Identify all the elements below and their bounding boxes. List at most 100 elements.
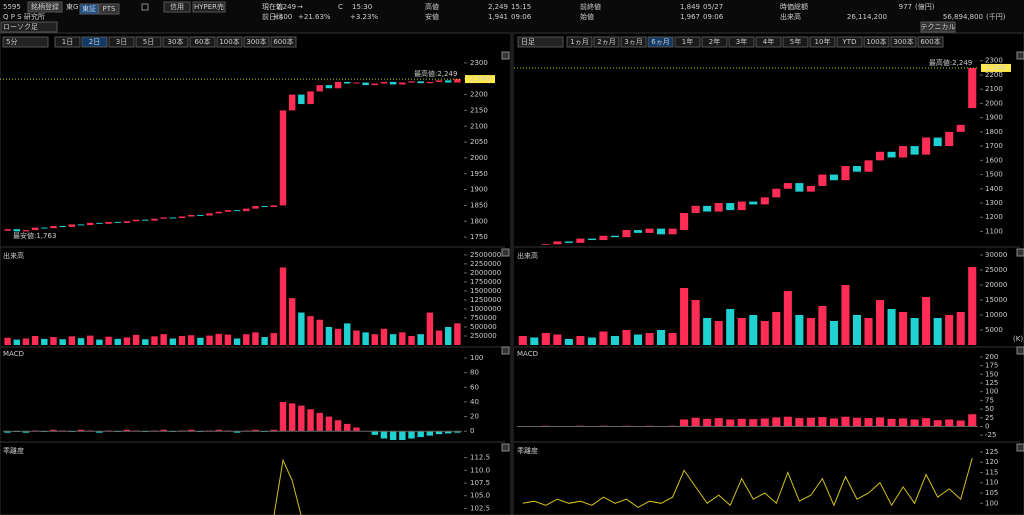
macd-bar [841,416,850,427]
range-button[interactable]: 6ヵ月 [651,38,669,46]
volume-bar [344,323,351,345]
range-button-box[interactable] [270,36,297,48]
range-button[interactable]: 1年 [682,37,693,46]
range-button-box[interactable] [81,36,108,48]
panel-title: 出来高 [3,251,24,260]
close-button[interactable] [1016,51,1024,60]
range-button[interactable]: 1ヵ月 [570,38,588,46]
register-button[interactable]: 銘柄登録 [31,2,59,11]
range-button-box[interactable] [54,36,81,48]
interval[interactable]: 日足 [521,38,535,46]
plot [4,267,461,345]
macd-bar [389,431,397,440]
range-button-box[interactable] [890,36,917,48]
range-button[interactable]: 60本 [195,37,211,46]
range-button[interactable]: 5日 [143,38,154,46]
range-button[interactable]: 300本 [246,37,266,46]
range-button[interactable]: 30本 [168,37,184,46]
range-button-box[interactable] [108,36,135,48]
range-button-box[interactable] [647,36,674,48]
range-button-box[interactable] [782,36,809,48]
range-button-box[interactable] [620,36,647,48]
macd-bar [288,403,296,432]
volume-bar [633,334,643,345]
volume-bar [389,334,397,345]
range-button[interactable]: 1日 [62,38,73,46]
tab[interactable]: 東証 [82,4,96,13]
range-button[interactable]: 600本 [273,37,293,46]
close-button[interactable] [501,248,510,257]
range-button[interactable]: 3日 [116,38,127,46]
interval-dropdown[interactable] [517,36,564,48]
range-button[interactable]: 100本 [219,37,239,46]
range-button[interactable]: 3年 [736,37,747,46]
range-button-box[interactable] [701,36,728,48]
range-button-box[interactable] [809,36,836,48]
credit-button-box[interactable] [163,1,191,13]
label: 現在値 [262,2,283,11]
range-button[interactable]: 10年 [815,37,831,46]
technical-button-box[interactable] [920,21,956,33]
range-button[interactable]: 4年 [763,37,774,46]
stat-value: 1,849 [680,3,700,11]
stat-value: 2,249 [488,3,508,11]
range-button-box[interactable] [243,36,270,48]
range-button[interactable]: 2日 [89,38,100,46]
candle [77,224,85,226]
hyper-button[interactable]: HYPER売 [194,2,224,11]
y-tick-label: 120 [985,458,998,466]
range-button-box[interactable] [566,36,593,48]
range-button[interactable]: 2ヵ月 [597,38,615,46]
range-button-box[interactable] [135,36,162,48]
y-tick-label: 0 [985,422,989,430]
volume-bar [668,333,677,345]
close-button[interactable] [1016,346,1024,355]
tab[interactable]: PTS [103,5,116,13]
credit-button[interactable]: 信用 [170,2,184,11]
close-button[interactable] [1016,443,1024,452]
hyper-button-box[interactable] [192,1,226,13]
range-button-box[interactable] [836,36,863,48]
range-button[interactable]: 600本 [920,37,940,46]
style-dropdown[interactable] [0,21,58,33]
range-button-box[interactable] [674,36,701,48]
range-button-box[interactable] [728,36,755,48]
range-button[interactable]: 2年 [709,37,720,46]
candle [610,235,619,238]
volume-bar [362,332,369,345]
range-button[interactable]: 5年 [790,37,801,46]
close-button[interactable] [501,51,510,60]
candle [344,81,351,84]
range-button-box[interactable] [216,36,243,48]
range-button-box[interactable] [917,36,944,48]
close-button[interactable] [501,346,510,355]
range-button[interactable]: 300本 [893,37,913,46]
interval[interactable]: 5分 [6,37,17,46]
range-button-box[interactable] [593,36,620,48]
range-button[interactable]: 100本 [866,37,886,46]
register-button-box[interactable] [27,1,63,13]
volume-bar [77,338,85,345]
y-tick-label: 20000 [985,281,1007,289]
close-button[interactable] [1016,248,1024,257]
candle [279,110,287,206]
range-button-box[interactable] [189,36,216,48]
candle [806,185,815,192]
range-button[interactable]: YTD [842,38,857,46]
y-tick-label: 1900 [470,186,488,194]
chart-style[interactable]: ローソク足 [3,23,38,31]
range-button[interactable]: 3ヵ月 [624,38,642,46]
range-button-box[interactable] [162,36,189,48]
y-tick-label: 15000 [985,296,1007,304]
tab-box[interactable] [98,3,120,15]
y-tick-label: 107.5 [470,479,490,487]
volume-bar [288,298,296,345]
close-button[interactable] [501,443,510,452]
range-button-box[interactable] [863,36,890,48]
macd-bar [691,417,700,427]
range-button-box[interactable] [755,36,782,48]
volume-bar [691,300,700,345]
tab-box[interactable] [79,3,99,15]
interval-dropdown[interactable] [2,36,49,48]
technical-button[interactable]: テクニカル [921,23,956,31]
